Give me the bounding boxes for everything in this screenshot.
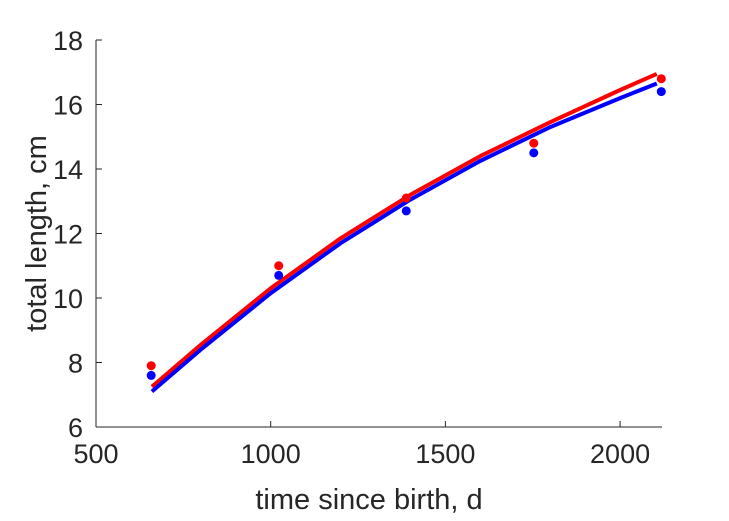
data-point-series-1 bbox=[656, 74, 666, 84]
y-ticks: 6 8 10 12 14 16 18 bbox=[53, 26, 102, 443]
data-point-series-2 bbox=[656, 87, 666, 97]
data-point-series-1 bbox=[146, 361, 156, 371]
y-tick-label: 16 bbox=[53, 91, 83, 121]
x-tick-label: 1000 bbox=[241, 439, 301, 469]
fit-curves bbox=[150, 72, 658, 394]
y-axis-title: total length, cm bbox=[21, 135, 53, 332]
data-points bbox=[146, 74, 666, 380]
x-axis-title: time since birth, d bbox=[255, 484, 482, 516]
x-tick-label: 500 bbox=[73, 439, 118, 469]
y-tick-label: 18 bbox=[53, 26, 83, 56]
data-point-series-2 bbox=[401, 206, 411, 216]
y-tick-label: 8 bbox=[68, 349, 83, 379]
x-ticks: 500 1000 1500 2000 bbox=[73, 421, 650, 469]
data-point-series-2 bbox=[529, 148, 539, 158]
fit-curve-1 bbox=[150, 72, 658, 389]
y-tick-label: 10 bbox=[53, 284, 83, 314]
x-tick-label: 2000 bbox=[590, 439, 650, 469]
data-point-series-1 bbox=[401, 193, 411, 203]
data-point-series-1 bbox=[529, 138, 539, 148]
y-tick-label: 6 bbox=[68, 413, 83, 443]
data-point-series-2 bbox=[274, 270, 284, 280]
y-tick-label: 14 bbox=[53, 155, 83, 185]
data-point-series-1 bbox=[274, 261, 284, 271]
data-point-series-2 bbox=[146, 370, 156, 380]
y-tick-label: 12 bbox=[53, 220, 83, 250]
x-tick-label: 1500 bbox=[415, 439, 475, 469]
fit-curve-2 bbox=[150, 81, 658, 394]
